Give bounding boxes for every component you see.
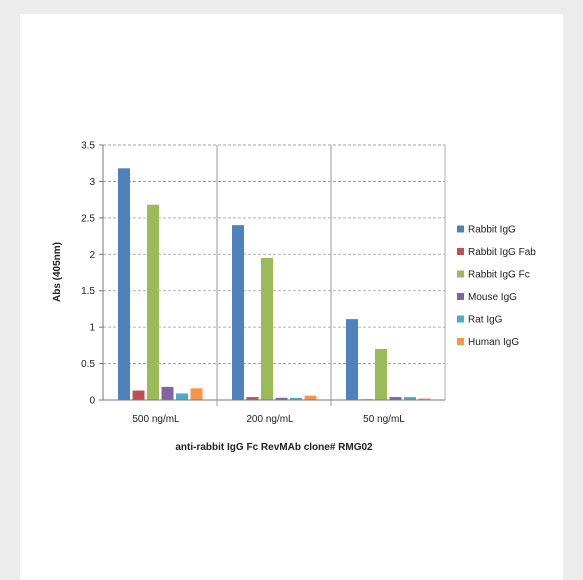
legend-label: Rabbit IgG Fc [468, 270, 530, 281]
bar [346, 319, 358, 400]
y-tick-label: 0 [89, 396, 95, 407]
x-tick-label: 200 ng/mL [246, 414, 294, 425]
bar [147, 204, 159, 400]
x-tick-label: 500 ng/mL [132, 414, 180, 425]
axes: 0 0.5 1 1.5 2 2.5 3 3.5 500 ng/mL 200 ng/mL 50 ng/… [81, 141, 446, 425]
bar [161, 386, 174, 400]
bar [389, 397, 402, 400]
bar [404, 397, 416, 400]
y-tick-label: 1 [89, 323, 95, 334]
y-tick-label: 2 [89, 250, 95, 261]
legend-swatch [457, 270, 464, 278]
y-tick-label: 3.5 [81, 141, 95, 152]
legend-swatch [457, 225, 464, 233]
bars [118, 168, 431, 400]
legend-label: Rat IgG [468, 315, 503, 326]
bar [261, 257, 273, 400]
legend-swatch [457, 338, 464, 345]
x-tick-label: 50 ng/mL [363, 414, 405, 425]
y-tick-label: 1.5 [81, 286, 95, 297]
y-tick-label: 0.5 [81, 359, 95, 370]
bar [246, 397, 259, 400]
bar [132, 390, 145, 400]
x-axis-label: anti-rabbit IgG Fc RevMAb clone# RMG02 [175, 442, 373, 453]
bar [190, 388, 203, 400]
bar [232, 225, 244, 400]
y-axis-label: Abs (405nm) [52, 242, 63, 302]
legend-label: Rabbit IgG [468, 225, 516, 236]
legend-label: Mouse IgG [468, 292, 517, 303]
bar [118, 168, 130, 400]
bar [290, 397, 302, 400]
bar [176, 393, 188, 400]
grid-lines [103, 144, 445, 364]
legend-swatch [457, 293, 464, 300]
legend-swatch [457, 248, 464, 255]
legend: Rabbit IgG Rabbit IgG Fab Rabbit IgG Fc Mou… [457, 225, 536, 348]
y-tick-label: 2.5 [81, 213, 95, 224]
bar [418, 398, 431, 400]
legend-label: Human IgG [468, 337, 519, 348]
bar [375, 349, 387, 400]
bar [275, 397, 288, 400]
y-tick-label: 3 [89, 177, 95, 188]
chart-frame [20, 14, 563, 580]
legend-label: Rabbit IgG Fab [468, 247, 536, 258]
legend-swatch [457, 315, 464, 323]
bar [304, 395, 317, 400]
